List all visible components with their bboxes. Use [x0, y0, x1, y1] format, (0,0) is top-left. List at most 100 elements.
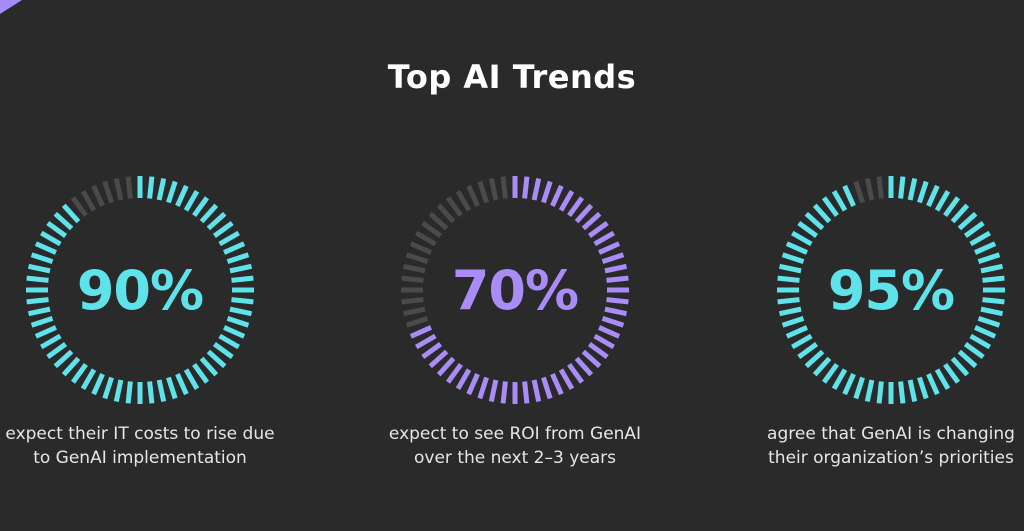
- gauge-2-tick-filled: [606, 275, 629, 283]
- stat-card-1: 90% expect their IT costs to rise due to…: [0, 170, 290, 468]
- gauge-2-tick-filled: [558, 190, 575, 212]
- gauge-1-tick-empty: [70, 196, 88, 218]
- gauge-1-tick-filled: [218, 333, 240, 350]
- gauge-2-tick-filled: [531, 177, 542, 201]
- gauge-3-tick-filled: [831, 368, 848, 390]
- gauge-2-tick-empty: [445, 196, 463, 218]
- gauge-3-tick-filled: [797, 220, 819, 238]
- caption-1-line-2: to GenAI implementation: [33, 448, 247, 468]
- gauge-1-tick-filled: [206, 211, 227, 231]
- gauge-3-tick-filled: [943, 196, 961, 218]
- gauge-3-tick-filled: [980, 306, 1004, 317]
- radial-gauge-2: [401, 176, 629, 404]
- gauge-1-tick-filled: [206, 349, 227, 369]
- caption-2-line-1: expect to see ROI from GenAI: [388, 424, 642, 444]
- gauge-3-tick-filled: [791, 333, 813, 350]
- gauge-2-tick-filled: [587, 342, 609, 360]
- gauge-2-tick-filled: [601, 316, 625, 328]
- gauge-2-tick-filled: [598, 325, 621, 339]
- gauge-3-tick-filled: [804, 349, 825, 369]
- gauge-1-tick-filled: [183, 368, 200, 390]
- gauge-2-tick-filled: [604, 263, 628, 274]
- gauge-2-tick-empty: [500, 176, 508, 199]
- gauge-3-tick-filled: [785, 325, 808, 339]
- page-title: Top AI Trends: [387, 58, 637, 96]
- gauge-1-tick-filled: [156, 177, 167, 201]
- gauge-3-tick-filled: [812, 356, 832, 377]
- gauge-1-tick-filled: [46, 220, 68, 238]
- gauge-1-tick-filled: [40, 230, 62, 247]
- gauge-3-tick-filled: [907, 379, 918, 403]
- gauge-2-tick-empty: [488, 177, 499, 201]
- gauge-1-tick-filled: [231, 275, 254, 283]
- gauge-3-tick-filled: [821, 196, 839, 218]
- gauge-1-tick-filled: [226, 316, 250, 328]
- gauge-2-tick-filled: [558, 368, 575, 390]
- gauge-1-tick-filled: [199, 203, 219, 224]
- gauge-3-tick-filled: [969, 333, 991, 350]
- gauge-2-tick-filled: [522, 176, 530, 199]
- gauge-1-tick-filled: [218, 230, 240, 247]
- radial-gauge-1: [26, 176, 254, 404]
- gauge-3-tick-filled: [821, 362, 839, 384]
- gauge-3-tick-empty: [864, 177, 875, 201]
- gauge-2-tick-filled: [574, 356, 594, 377]
- gauge-1-tick-filled: [175, 184, 189, 207]
- gauge-1-tick-filled: [70, 362, 88, 384]
- gauge-3-tick-filled: [781, 316, 805, 328]
- gauge-1-tick-filled: [166, 180, 178, 204]
- caption-2-line-2: over the next 2–3 years: [414, 448, 616, 468]
- gauge-2-tick-filled: [550, 373, 564, 396]
- gauge-3-tick-filled: [898, 381, 906, 404]
- gauge-1-tick-filled: [192, 362, 210, 384]
- gauge-3-tick-filled: [982, 275, 1005, 283]
- gauge-1-tick-empty: [91, 184, 105, 207]
- corner-accent: [0, 0, 22, 14]
- gauge-2-tick-filled: [488, 379, 499, 403]
- gauge-1-tick-filled: [231, 297, 254, 305]
- gauge-3-tick-filled: [917, 376, 929, 400]
- gauge-1-tick-filled: [27, 263, 51, 274]
- gauge-1-tick-filled: [147, 381, 155, 404]
- gauge-2-tick-filled: [606, 297, 629, 305]
- gauge-3-tick-filled: [842, 373, 856, 396]
- gauge-3-tick-filled: [950, 356, 970, 377]
- gauge-2-tick-filled: [567, 196, 585, 218]
- gauge-1-tick-filled: [147, 176, 155, 199]
- gauge-2-tick-filled: [601, 252, 625, 264]
- gauge-2-tick-filled: [445, 362, 463, 384]
- stat-card-3: 95% agree that GenAI is changing their o…: [741, 170, 1024, 468]
- gauge-1-tick-filled: [229, 263, 253, 274]
- gauge-1-tick-filled: [166, 376, 178, 400]
- gauge-3-tick-filled: [804, 211, 825, 231]
- gauge-1-tick-filled: [40, 333, 62, 350]
- gauge-2-tick-filled: [455, 368, 472, 390]
- gauge-3-tick-filled: [842, 184, 856, 207]
- gauge-1-tick-filled: [156, 379, 167, 403]
- gauge-3-tick-filled: [777, 297, 800, 305]
- gauge-1-tick-filled: [27, 306, 51, 317]
- gauge-3-tick-empty: [853, 180, 865, 204]
- gauge-2-tick-empty: [402, 306, 426, 317]
- gauge-3-tick-filled: [963, 220, 985, 238]
- gauge-2-tick-empty: [421, 220, 443, 238]
- gauge-2-tick-empty: [455, 190, 472, 212]
- gauge-3-tick-filled: [950, 203, 970, 224]
- gauge-2-tick-empty: [401, 275, 424, 283]
- gauge-1-tick-filled: [26, 275, 49, 283]
- gauge-1-tick-filled: [30, 316, 54, 328]
- gauge-2-tick-empty: [401, 297, 424, 305]
- gauge-2-tick-filled: [436, 356, 456, 377]
- gauge-3-tick-filled: [864, 379, 875, 403]
- gauge-1-tick-filled: [46, 342, 68, 360]
- gauge-1-tick-filled: [199, 356, 219, 377]
- caption-3-line-2: their organization’s priorities: [768, 448, 1014, 468]
- gauge-2-tick-filled: [500, 381, 508, 404]
- gauge-3-tick-filled: [917, 180, 929, 204]
- gauge-1-tick-filled: [212, 342, 234, 360]
- gauge-2-tick-filled: [598, 241, 621, 255]
- gauge-3-tick-filled: [853, 376, 865, 400]
- gauge-2-tick-filled: [541, 180, 553, 204]
- gauge-2-tick-filled: [593, 333, 615, 350]
